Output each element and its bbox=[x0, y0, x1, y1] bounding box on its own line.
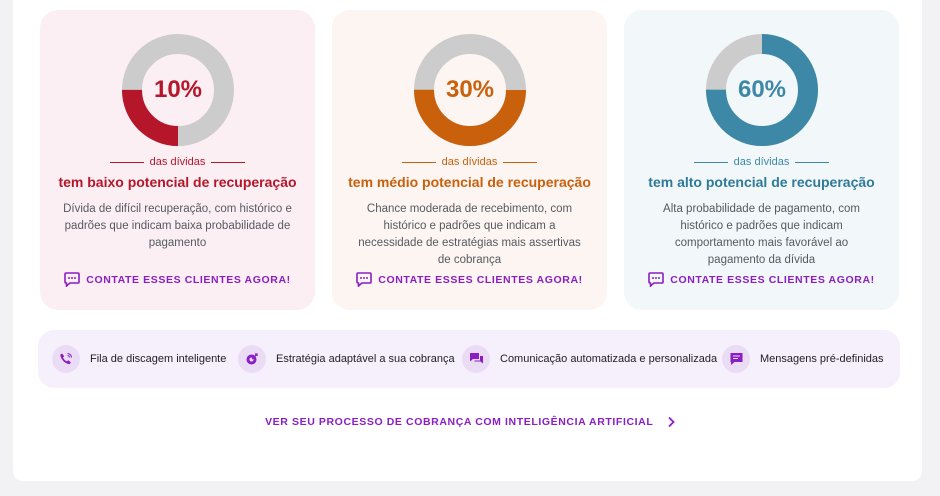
divider-line-right bbox=[211, 161, 246, 163]
card-title-high: tem alto potencial de recuperação bbox=[648, 174, 875, 190]
chat-icon bbox=[64, 272, 81, 287]
percent-value-low: 10% bbox=[153, 76, 203, 103]
contact-clients-button-high[interactable]: CONTATE ESSES CLIENTES AGORA! bbox=[624, 272, 899, 287]
donut-arc-medium bbox=[414, 34, 526, 146]
donut-chart-high: 60% bbox=[706, 34, 818, 146]
card-description-high: Alta probabilidade de pagamento, com his… bbox=[663, 203, 860, 266]
chat-bubbles-icon bbox=[462, 345, 490, 373]
feature-adaptive-strategy: Estratégia adaptável a sua cobrança bbox=[238, 344, 455, 374]
card-title-low: tem baixo potencial de recuperação bbox=[58, 174, 297, 190]
divider-line-right bbox=[795, 161, 830, 163]
link-label: VER SEU PROCESSO DE COBRANÇA COM INTELIG… bbox=[265, 416, 654, 429]
sublabel-high: das dívidas bbox=[624, 154, 899, 170]
features-bar: Fila de discagem inteligente Estratégia … bbox=[38, 330, 900, 388]
phone-icon bbox=[52, 345, 80, 373]
sublabel-text: das dívidas bbox=[441, 156, 498, 168]
donut-svg-low bbox=[122, 34, 234, 146]
divider-line-right bbox=[503, 161, 538, 163]
donut-arc-high bbox=[706, 34, 818, 146]
sublabel-text: das dívidas bbox=[149, 156, 206, 168]
donut-svg-medium bbox=[414, 34, 526, 146]
feature-label: Estratégia adaptável a sua cobrança bbox=[276, 353, 455, 365]
feature-label: Comunicação automatizada e personalizada bbox=[500, 353, 718, 365]
divider-line-left bbox=[693, 161, 728, 163]
feature-label: Mensagens pré-definidas bbox=[760, 353, 884, 365]
contact-clients-button-low[interactable]: CONTATE ESSES CLIENTES AGORA! bbox=[40, 272, 315, 287]
card-title-medium: tem médio potencial de recuperação bbox=[348, 174, 591, 190]
donut-chart-low: 10% bbox=[122, 34, 234, 146]
card-description-low: Dívida de difícil recuperação, com histó… bbox=[63, 203, 292, 249]
chat-icon bbox=[648, 272, 665, 287]
sublabel-medium: das dívidas bbox=[332, 154, 607, 170]
recovery-card-low: 10% das dívidas tem baixo potencial de r… bbox=[40, 10, 315, 310]
cta-label: CONTATE ESSES CLIENTES AGORA! bbox=[378, 273, 583, 286]
donut-svg-high bbox=[706, 34, 818, 146]
card-description-medium: Chance moderada de recebimento, com hist… bbox=[358, 203, 581, 266]
sublabel-low: das dívidas bbox=[40, 154, 315, 170]
cta-label: CONTATE ESSES CLIENTES AGORA! bbox=[86, 273, 291, 286]
contact-clients-button-medium[interactable]: CONTATE ESSES CLIENTES AGORA! bbox=[332, 272, 607, 287]
feature-label: Fila de discagem inteligente bbox=[90, 353, 227, 365]
percent-value-medium: 30% bbox=[445, 76, 495, 103]
chat-icon bbox=[356, 272, 373, 287]
message-icon bbox=[722, 345, 750, 373]
cta-label: CONTATE ESSES CLIENTES AGORA! bbox=[670, 273, 875, 286]
feature-dialing-queue: Fila de discagem inteligente bbox=[52, 344, 226, 374]
donut-chart-medium: 30% bbox=[414, 34, 526, 146]
ai-collection-process-link[interactable]: VER SEU PROCESSO DE COBRANÇA COM INTELIG… bbox=[0, 416, 940, 428]
chevron-right-icon bbox=[668, 417, 675, 428]
donut-arc-low bbox=[122, 34, 234, 146]
percent-value-high: 60% bbox=[737, 76, 787, 103]
divider-line-left bbox=[109, 161, 144, 163]
feature-predefined-messages: Mensagens pré-definidas bbox=[722, 344, 884, 374]
target-icon bbox=[238, 345, 266, 373]
feature-automated-communication: Comunicação automatizada e personalizada bbox=[462, 344, 717, 374]
recovery-card-high: 60% das dívidas tem alto potencial de re… bbox=[624, 10, 899, 310]
recovery-card-medium: 30% das dívidas tem médio potencial de r… bbox=[332, 10, 607, 310]
sublabel-text: das dívidas bbox=[733, 156, 790, 168]
divider-line-left bbox=[401, 161, 436, 163]
